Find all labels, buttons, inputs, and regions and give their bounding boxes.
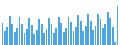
Bar	[26, 29, 28, 45]
Bar	[68, 17, 69, 45]
Bar	[41, 24, 43, 45]
Bar	[16, 28, 18, 45]
Bar	[107, 12, 109, 45]
Bar	[19, 17, 21, 45]
Bar	[48, 18, 50, 45]
Bar	[21, 24, 23, 45]
Bar	[2, 23, 3, 45]
Bar	[112, 27, 114, 45]
Bar	[6, 27, 8, 45]
Bar	[99, 19, 101, 45]
Bar	[97, 14, 99, 45]
Bar	[46, 29, 47, 45]
Bar	[38, 19, 40, 45]
Bar	[65, 28, 67, 45]
Bar	[109, 18, 111, 45]
Bar	[73, 31, 74, 45]
Bar	[82, 31, 84, 45]
Bar	[55, 28, 57, 45]
Bar	[58, 17, 60, 45]
Bar	[70, 22, 72, 45]
Bar	[92, 30, 94, 45]
Bar	[33, 34, 35, 45]
Bar	[36, 30, 38, 45]
Bar	[43, 33, 45, 45]
Bar	[95, 26, 96, 45]
Bar	[87, 14, 89, 45]
Bar	[75, 27, 77, 45]
Bar	[14, 32, 16, 45]
Bar	[80, 21, 82, 45]
Bar	[63, 32, 65, 45]
Bar	[24, 33, 25, 45]
Bar	[114, 42, 116, 45]
Bar	[77, 15, 79, 45]
Bar	[104, 24, 106, 45]
Bar	[51, 24, 52, 45]
Bar	[28, 18, 30, 45]
Bar	[60, 23, 62, 45]
Bar	[53, 33, 55, 45]
Bar	[4, 31, 6, 45]
Bar	[102, 28, 104, 45]
Bar	[85, 26, 87, 45]
Bar	[31, 25, 33, 45]
Bar	[90, 21, 92, 45]
Bar	[117, 6, 118, 45]
Bar	[11, 24, 13, 45]
Bar	[9, 16, 11, 45]
